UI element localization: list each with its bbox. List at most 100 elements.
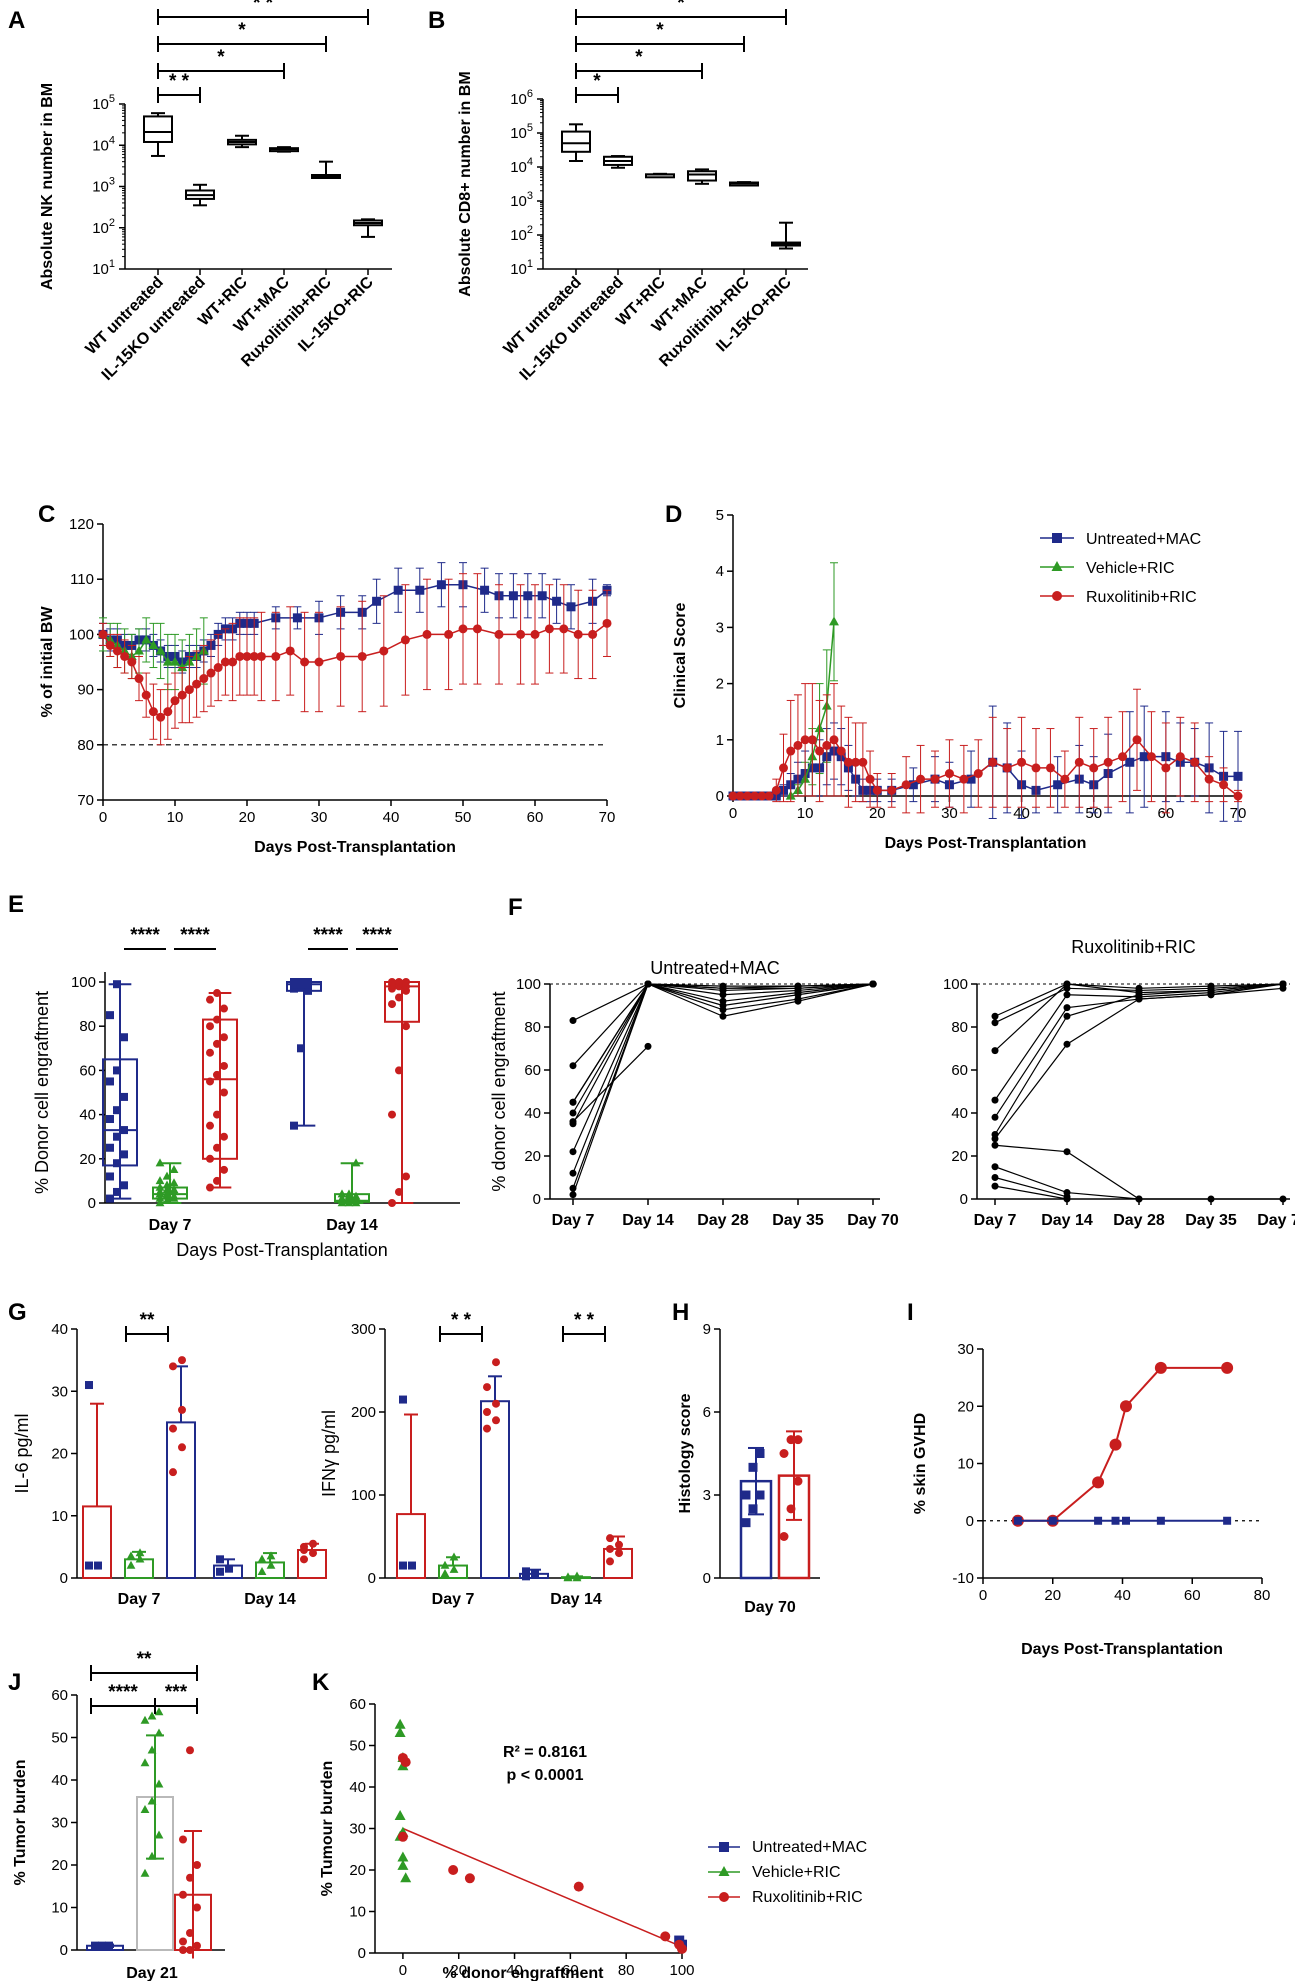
data-point [140, 1804, 150, 1813]
data-point [399, 1395, 407, 1404]
data-point [169, 1184, 179, 1193]
data-point [436, 580, 446, 590]
data-point [660, 1931, 671, 1942]
data-point [113, 1187, 121, 1196]
y-axis-tick-label: 90 [77, 682, 94, 699]
data-point [147, 1711, 157, 1720]
data-point [147, 1796, 157, 1805]
y-tick-label: 103 [92, 176, 115, 196]
data-point [147, 1851, 157, 1860]
legend-label: Untreated+MAC [1086, 531, 1201, 548]
data-point [113, 1159, 121, 1168]
data-point [944, 769, 954, 779]
legend-label: Vehicle+RIC [1086, 560, 1175, 577]
data-point [1063, 991, 1071, 999]
data-point [815, 746, 825, 756]
x-axis-title: Days Post-Transplantation [885, 835, 1087, 852]
data-point [155, 1193, 165, 1202]
data-point [213, 1110, 221, 1119]
data-point [120, 1181, 128, 1190]
data-point [155, 1198, 165, 1207]
x-category-label: Day 7 [432, 1591, 475, 1608]
data-point [822, 740, 832, 750]
y-axis-tick-label: 10 [957, 1456, 974, 1473]
data-point [1279, 980, 1287, 988]
paired-line [572, 1045, 649, 1123]
data-point [930, 774, 940, 784]
significance-bracket-label: **** [362, 925, 392, 946]
box [561, 130, 591, 153]
data-point [170, 696, 180, 706]
paired-line [994, 1144, 1283, 1200]
y-tick-label: 102 [510, 224, 533, 244]
y-axis-tick-label: 40 [524, 1105, 541, 1122]
x-category-label: Day 35 [772, 1212, 824, 1229]
data-point [235, 651, 245, 661]
data-point [1063, 1012, 1071, 1020]
data-point [793, 1435, 803, 1445]
data-point [492, 1416, 500, 1425]
y-axis-tick-label: 30 [51, 1815, 68, 1832]
data-point [1063, 1004, 1071, 1012]
data-point [213, 1070, 221, 1079]
data-point [757, 791, 767, 801]
y-axis-tick-label: 40 [951, 1105, 968, 1122]
data-point [266, 1560, 276, 1569]
data-point [399, 1561, 407, 1570]
data-point [126, 1551, 136, 1560]
data-point [206, 995, 214, 1004]
data-point [206, 1022, 214, 1031]
y-axis-title: Clinical Score [672, 602, 689, 708]
data-point [193, 1941, 201, 1950]
data-point [285, 646, 295, 656]
data-point [858, 757, 868, 767]
data-point [300, 1555, 308, 1564]
data-point [779, 1532, 789, 1541]
data-point [1233, 791, 1243, 801]
data-point [719, 1006, 727, 1014]
data-point [872, 785, 882, 795]
data-point [193, 1861, 201, 1869]
data-point [199, 674, 209, 684]
data-point [573, 1881, 584, 1892]
data-point [297, 1044, 305, 1053]
y-axis-tick-label: 20 [51, 1446, 68, 1463]
data-point [522, 1572, 530, 1581]
data-point [492, 1358, 500, 1367]
data-point [991, 1047, 999, 1055]
data-point [966, 774, 976, 784]
data-point [1219, 780, 1229, 790]
data-point [1139, 752, 1149, 762]
data-point [105, 640, 115, 650]
data-point [220, 1004, 228, 1013]
data-point [120, 1150, 128, 1159]
data-point [786, 1504, 796, 1514]
y-axis-tick-label: 60 [79, 1062, 96, 1079]
significance-bracket-label: **** [108, 1682, 138, 1703]
data-point [120, 1126, 128, 1135]
significance-bracket-label: * * [574, 1310, 595, 1331]
data-point [304, 978, 312, 986]
data-point [192, 679, 202, 689]
y-axis-tick-label: 100 [351, 1487, 376, 1504]
data-point [1013, 1516, 1022, 1525]
data-point [169, 1178, 179, 1187]
data-point [440, 1569, 450, 1578]
data-point [779, 1449, 789, 1458]
y-axis-tick-label: 60 [51, 1687, 68, 1704]
y-axis-tick-label: 110 [70, 571, 94, 588]
data-point [140, 1758, 150, 1767]
significance-bracket-label: *** [165, 1682, 188, 1703]
y-axis-tick-label: 30 [957, 1341, 974, 1358]
data-point [178, 1443, 186, 1452]
data-point [186, 1946, 194, 1954]
y-axis-tick-label: 0 [703, 1570, 711, 1587]
paired-line [994, 987, 1284, 1118]
data-point [140, 1868, 150, 1877]
data-point [216, 1555, 224, 1564]
data-point [113, 980, 121, 989]
data-point [140, 1715, 150, 1724]
data-point [483, 1424, 491, 1433]
x-axis-title: Days Post-Transplantation [1021, 1641, 1223, 1658]
data-point [829, 735, 839, 745]
